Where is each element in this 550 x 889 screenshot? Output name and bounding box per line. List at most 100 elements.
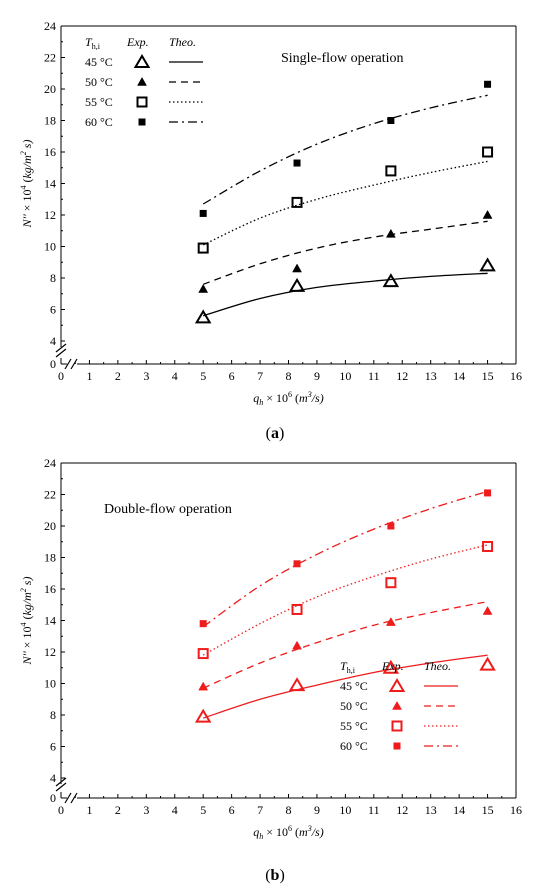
data-point <box>387 522 395 530</box>
data-point <box>385 165 397 177</box>
legend-header-group: Th,i <box>85 35 101 51</box>
data-point <box>479 257 496 272</box>
y-tick-label: 18 <box>44 114 56 128</box>
y-tick-label: 22 <box>44 488 56 502</box>
x-tick-label: 5 <box>200 369 206 383</box>
data-point <box>484 80 492 88</box>
y-tick-label: 16 <box>44 145 56 159</box>
x-tick-label: 7 <box>257 803 263 817</box>
legend-marker <box>137 76 147 86</box>
x-tick-label: 3 <box>143 803 149 817</box>
legend-marker <box>133 54 151 68</box>
data-point <box>385 577 397 589</box>
legend-marker <box>393 742 401 750</box>
x-tick-label: 13 <box>425 369 437 383</box>
data-point <box>482 146 494 158</box>
y-tick-label: 0 <box>50 357 56 371</box>
legend-marker <box>392 700 402 710</box>
data-point <box>197 242 209 254</box>
data-point <box>482 540 494 552</box>
legend: Th,i Exp. Theo. 45 °C 50 °C 55 °C 60 °C <box>340 659 458 753</box>
panel-label: (a) <box>266 425 285 442</box>
theory-line <box>202 544 488 656</box>
legend-label: 50 °C <box>85 75 113 89</box>
x-tick-label: 6 <box>229 803 235 817</box>
legend-header-theo: Theo. <box>424 659 451 673</box>
legend-header-exp: Exp. <box>126 35 149 49</box>
y-tick-label: 4 <box>50 334 56 348</box>
y-tick-label: 12 <box>44 208 56 222</box>
data-point <box>385 228 396 238</box>
series-3 <box>199 80 492 217</box>
data-point <box>482 606 493 615</box>
x-tick-label: 2 <box>115 803 121 817</box>
y-axis-break <box>55 777 67 792</box>
data-point <box>197 648 209 660</box>
data-point <box>199 209 207 217</box>
data-point <box>198 284 209 293</box>
series-0 <box>194 654 496 723</box>
x-tick-label: 1 <box>86 369 92 383</box>
theory-line <box>202 600 488 689</box>
y-tick-label: 24 <box>44 456 56 470</box>
series-0 <box>194 257 496 324</box>
series-2 <box>197 146 494 254</box>
x-tick-label: 2 <box>115 369 121 383</box>
data-point <box>199 620 207 628</box>
legend-marker <box>138 118 146 126</box>
y-tick-label: 22 <box>44 51 56 65</box>
x-tick-label: 12 <box>396 803 408 817</box>
x-tick-label: 15 <box>482 803 494 817</box>
x-tick-label: 11 <box>368 803 380 817</box>
legend-label: 45 °C <box>340 679 368 693</box>
data-point <box>293 159 301 167</box>
legend-marker <box>388 678 406 692</box>
chart-b: 0 1 2 3 4 5 6 7 8 9 10 11 12 13 14 15 160468101214161820… <box>19 456 522 884</box>
data-point <box>291 196 303 208</box>
y-tick-label: 14 <box>44 177 56 191</box>
x-tick-label: 14 <box>453 369 465 383</box>
y-tick-label: 6 <box>50 303 56 317</box>
y-tick-label: 10 <box>44 240 56 254</box>
x-tick-label: 6 <box>229 369 235 383</box>
y-tick-label: 4 <box>50 771 56 785</box>
x-tick-label: 15 <box>482 369 494 383</box>
chart-a: 0 1 2 3 4 5 6 7 8 9 10 11 12 13 14 15 160468101214161820… <box>19 19 522 442</box>
y-tick-label: 12 <box>44 645 56 659</box>
legend-label: 55 °C <box>340 719 368 733</box>
data-point <box>288 677 306 692</box>
series-2 <box>197 540 494 660</box>
data-point <box>382 659 400 674</box>
x-tick-label: 16 <box>510 369 522 383</box>
data-point <box>385 617 396 626</box>
theory-line <box>202 654 488 719</box>
series-3 <box>199 489 492 628</box>
theory-line <box>202 490 488 628</box>
x-tick-label: 12 <box>396 369 408 383</box>
x-axis-break <box>64 792 78 804</box>
legend-label: 60 °C <box>85 115 113 129</box>
y-tick-label: 18 <box>44 551 56 565</box>
y-tick-label: 24 <box>44 19 56 33</box>
series-1 <box>198 600 493 691</box>
x-tick-label: 4 <box>172 803 178 817</box>
x-tick-label: 16 <box>510 803 522 817</box>
y-tick-label: 20 <box>44 82 56 96</box>
data-point <box>293 560 301 568</box>
legend-label: 50 °C <box>340 699 368 713</box>
x-tick-label: 9 <box>314 369 320 383</box>
y-axis-label: N'' × 104 (kg/m2 s) <box>19 577 34 666</box>
legend-marker <box>391 720 403 732</box>
x-tick-label: 8 <box>286 369 292 383</box>
series-1 <box>198 209 493 293</box>
axes: 0 1 2 3 4 5 6 7 8 9 10 11 12 13 14 15 160468101214161820… <box>19 19 522 407</box>
x-tick-label: 1 <box>86 803 92 817</box>
x-tick-label: 10 <box>339 369 351 383</box>
data-point <box>194 708 212 723</box>
y-tick-label: 16 <box>44 582 56 596</box>
data-point <box>387 117 395 124</box>
x-axis-label: qh × 106 (m3/s) <box>253 390 323 407</box>
y-tick-label: 14 <box>44 614 56 628</box>
theory-line <box>203 272 488 317</box>
x-tick-label: 0 <box>58 369 64 383</box>
